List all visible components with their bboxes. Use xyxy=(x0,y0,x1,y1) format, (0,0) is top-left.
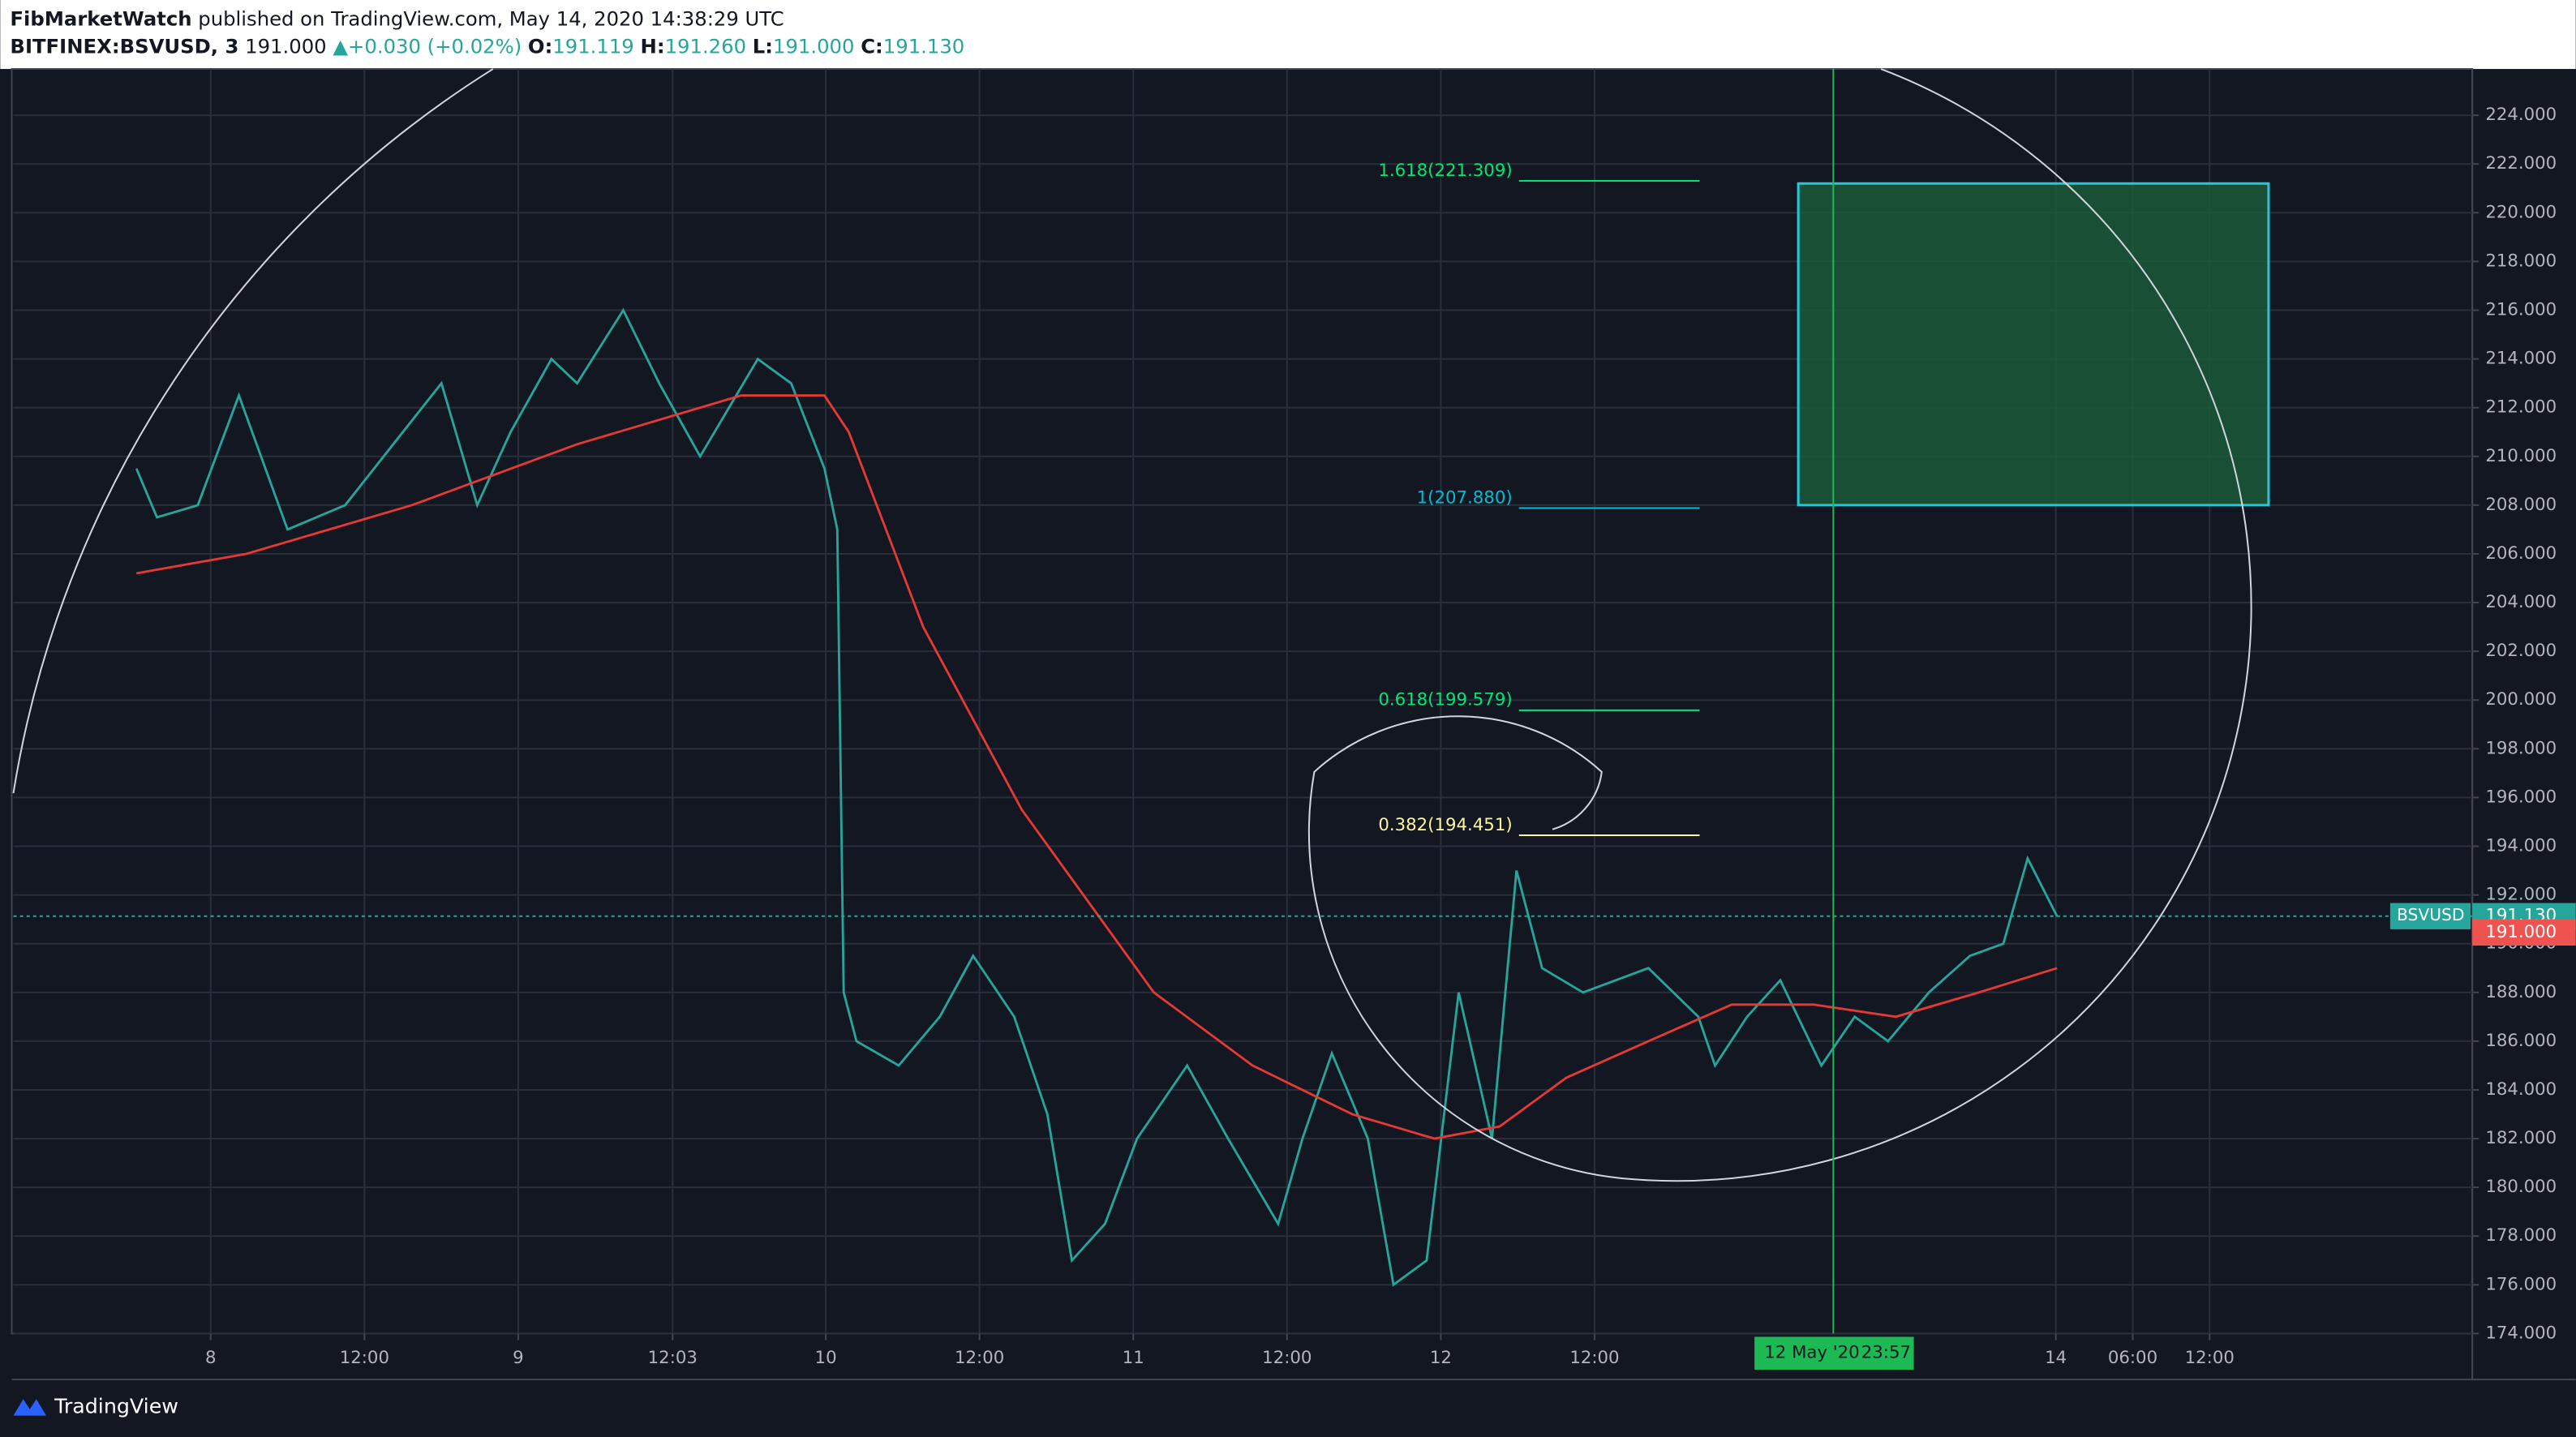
y-tick-label: 176.000 xyxy=(2485,1274,2557,1294)
x-tick-label: 10 xyxy=(815,1348,837,1368)
h: 191.260 xyxy=(665,35,746,58)
change: +0.030 (+0.02%) xyxy=(348,35,522,58)
bid-tag xyxy=(2472,919,2576,946)
last: 191.000 xyxy=(245,35,326,58)
l: 191.000 xyxy=(773,35,854,58)
author[interactable]: FibMarketWatch xyxy=(10,6,191,30)
y-tick-label: 218.000 xyxy=(2485,251,2557,271)
price-line xyxy=(135,307,2059,1287)
fib-label: 0.382(194.451) xyxy=(1378,815,1512,835)
y-tick-label: 186.000 xyxy=(2485,1031,2557,1051)
fib-label: 1(207.880) xyxy=(1417,487,1513,508)
y-tick-label: 210.000 xyxy=(2485,446,2557,466)
x-tick-label: 12:00 xyxy=(1262,1348,1312,1368)
y-tick-label: 174.000 xyxy=(2485,1323,2557,1343)
y-tick-label: 178.000 xyxy=(2485,1225,2557,1246)
spiral-arc xyxy=(1307,68,2252,1182)
arrow: ▲ xyxy=(333,35,348,58)
x-tick-label: 12:00 xyxy=(2185,1348,2235,1368)
bid-tag-label: 191.000 xyxy=(2485,922,2557,942)
y-tick-label: 216.000 xyxy=(2485,300,2557,320)
symbol-tag xyxy=(2389,903,2471,929)
c: 191.130 xyxy=(883,35,964,58)
y-tick-label: 222.000 xyxy=(2485,153,2557,174)
x-tick-label: 12:00 xyxy=(1569,1348,1619,1368)
y-tick-label: 206.000 xyxy=(2485,543,2557,564)
x-tick-label: 11 xyxy=(1123,1348,1144,1368)
spiral-arc xyxy=(12,68,494,794)
price-line xyxy=(135,394,2058,1140)
cursor-tag xyxy=(1754,1336,1914,1370)
y-tick-label: 196.000 xyxy=(2485,787,2557,807)
o-label: O: xyxy=(528,35,552,58)
x-tick-label: 14 xyxy=(2045,1348,2067,1368)
fib-label: 0.618(199.579) xyxy=(1378,690,1512,710)
y-tick-label: 182.000 xyxy=(2485,1128,2557,1148)
y-tick-label: 200.000 xyxy=(2485,689,2557,710)
h-label: H: xyxy=(641,35,665,58)
x-tick-label: 06:00 xyxy=(2108,1348,2157,1368)
y-tick-label: 202.000 xyxy=(2485,641,2557,661)
plot-layer: 174.000 176.000 178.000 180.000 182.000 184.0… xyxy=(13,69,2557,1368)
y-tick-label: 224.000 xyxy=(2485,105,2557,125)
l-label: L: xyxy=(753,35,773,58)
y-tick-label: 194.000 xyxy=(2485,836,2557,856)
cursor-date: 12 May '20 xyxy=(1764,1343,1859,1363)
x-tick-label: 12:00 xyxy=(955,1348,1004,1368)
ohlc-line: BITFINEX:BSVUSD, 3 191.000 ▲+0.030 (+0.0… xyxy=(10,35,964,58)
y-tick-label: 208.000 xyxy=(2485,495,2557,515)
logo-icon xyxy=(13,1399,46,1416)
y-tick-label: 212.000 xyxy=(2485,397,2557,418)
y-tick-label: 204.000 xyxy=(2485,592,2557,612)
c-label: C: xyxy=(861,35,883,58)
header-line: FibMarketWatch published on TradingView.… xyxy=(10,6,784,30)
header-bg xyxy=(0,0,2576,70)
target-zone xyxy=(1797,182,2270,507)
x-tick-label: 8 xyxy=(205,1348,217,1368)
x-tick-label: 12:03 xyxy=(648,1348,698,1368)
y-tick-label: 198.000 xyxy=(2485,738,2557,758)
x-tick-label: 12 xyxy=(1430,1348,1452,1368)
x-tick-label: 9 xyxy=(513,1348,524,1368)
y-tick-label: 184.000 xyxy=(2485,1079,2557,1100)
footer-logo: TradingView xyxy=(13,1395,178,1418)
y-tick-label: 214.000 xyxy=(2485,349,2557,369)
y-tick-label: 220.000 xyxy=(2485,202,2557,222)
x-tick-label: 12:00 xyxy=(340,1348,389,1368)
y-tick-label: 192.000 xyxy=(2485,885,2557,905)
fib-label: 1.618(221.309) xyxy=(1378,161,1512,181)
o: 191.119 xyxy=(552,35,633,58)
cursor-time: 23:57 xyxy=(1861,1343,1911,1363)
published: published on TradingView.com, May 14, 20… xyxy=(198,6,784,30)
y-tick-label: 180.000 xyxy=(2485,1177,2557,1197)
symbol: BITFINEX:BSVUSD, 3 xyxy=(10,35,238,58)
brand[interactable]: TradingView xyxy=(54,1395,178,1418)
symbol-tag-label: BSVUSD xyxy=(2397,905,2465,924)
y-tick-label: 188.000 xyxy=(2485,982,2557,1002)
